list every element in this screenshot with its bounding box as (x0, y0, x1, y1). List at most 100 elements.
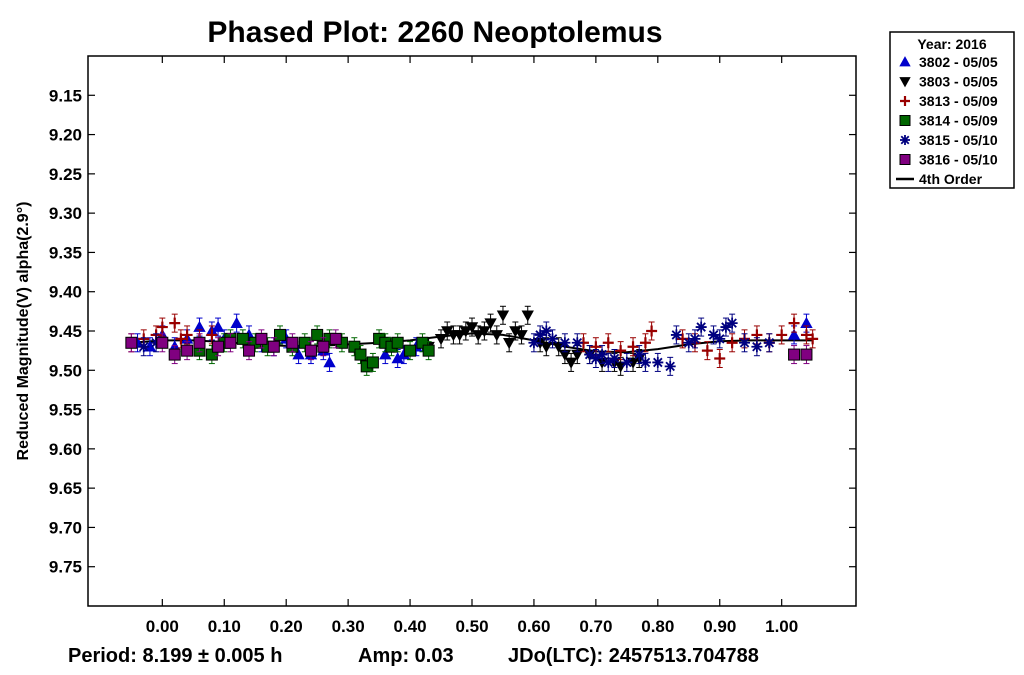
data-point (689, 333, 701, 345)
legend-swatch (899, 77, 911, 88)
data-point (138, 341, 150, 353)
x-tick-label: 0.90 (703, 617, 736, 636)
data-point (708, 329, 720, 341)
data-point (615, 345, 627, 357)
y-tick-label: 9.15 (49, 86, 82, 105)
y-tick-label: 9.75 (49, 558, 82, 577)
amplitude-text: Amp: 0.03 (358, 645, 454, 667)
data-point (465, 322, 479, 334)
data-point (181, 329, 193, 341)
data-point (695, 321, 707, 333)
legend-title: Year: 2016 (917, 36, 986, 52)
x-tick-label: 0.40 (394, 617, 427, 636)
legend-entry: 3815 - 05/10 (919, 132, 998, 148)
data-point (181, 344, 194, 357)
data-point (212, 340, 225, 353)
data-point (652, 356, 664, 368)
data-point (547, 333, 559, 345)
data-point (677, 333, 689, 345)
y-tick-label: 9.45 (49, 322, 82, 341)
data-point (472, 330, 485, 342)
data-point (354, 348, 367, 361)
data-point (323, 356, 336, 368)
data-point (490, 330, 503, 342)
data-point (614, 361, 627, 373)
x-tick-label: 0.60 (517, 617, 550, 636)
data-point (404, 344, 417, 357)
data-point (701, 345, 713, 357)
data-point (540, 325, 552, 337)
data-point (379, 348, 392, 360)
data-point (416, 336, 429, 349)
legend-items: 3802 - 05/05 3803 - 05/05 3813 - 05/09 3814… (896, 54, 998, 187)
data-points-layer (125, 305, 819, 376)
data-point (596, 349, 608, 361)
legend-entry: 4th Order (919, 171, 983, 187)
data-point (602, 356, 614, 368)
x-axis: 0.00 0.10 0.20 0.30 0.40 0.50 0.60 0.70 0.80 0.90… (146, 56, 798, 636)
data-point (224, 336, 237, 349)
data-point (564, 357, 578, 369)
data-point (478, 326, 491, 338)
data-point (453, 330, 466, 342)
data-point (366, 356, 379, 369)
y-tick-label: 9.55 (49, 401, 82, 420)
data-point (720, 321, 732, 333)
data-point (422, 344, 435, 357)
x-tick-label: 0.70 (579, 617, 612, 636)
legend-swatch (900, 135, 910, 145)
data-point (255, 332, 268, 345)
legend-swatch (900, 96, 910, 106)
data-point (292, 348, 305, 360)
legend-swatch (899, 115, 911, 126)
y-axis-label: Reduced Magnitude(V) alpha(2.9°) (15, 202, 32, 461)
data-point (156, 336, 169, 349)
data-point (646, 325, 658, 337)
data-point (243, 344, 256, 357)
data-point (274, 328, 286, 341)
data-point (571, 337, 583, 349)
y-tick-label: 9.60 (49, 440, 82, 459)
data-point (304, 344, 317, 357)
data-point (608, 353, 620, 364)
data-point (621, 356, 633, 368)
y-tick-label: 9.25 (49, 165, 82, 184)
data-point (714, 353, 726, 364)
legend-swatch (899, 56, 911, 67)
legend-swatch (899, 154, 911, 165)
data-point (169, 317, 181, 329)
y-tick-label: 9.40 (49, 283, 82, 302)
y-tick-label: 9.50 (49, 361, 82, 380)
data-point (236, 332, 249, 345)
data-point (800, 348, 813, 361)
legend-entry: 3814 - 05/09 (919, 113, 998, 129)
data-point (584, 349, 596, 361)
data-point (540, 341, 553, 354)
x-tick-label: 0.00 (146, 617, 179, 636)
y-tick-label: 9.70 (49, 518, 82, 537)
data-point (639, 337, 651, 349)
y-tick-label: 9.35 (49, 243, 82, 262)
data-point (286, 336, 299, 349)
data-point (776, 329, 788, 341)
data-point (787, 328, 801, 340)
data-point (534, 329, 546, 341)
data-point (298, 336, 311, 349)
data-point (206, 329, 218, 341)
data-point (714, 333, 726, 345)
data-point (496, 310, 510, 322)
data-point (193, 336, 206, 349)
legend-box (889, 31, 1015, 189)
data-point (317, 340, 330, 353)
data-point (175, 333, 187, 345)
data-point (633, 349, 645, 361)
data-point (150, 337, 162, 349)
data-point (683, 337, 695, 349)
x-tick-label: 0.80 (641, 617, 674, 636)
chart-title: Phased Plot: 2260 Neoptolemus (207, 16, 662, 49)
x-tick-label: 0.30 (332, 617, 365, 636)
y-tick-label: 9.30 (49, 204, 82, 223)
data-point (726, 337, 738, 349)
data-point (751, 341, 763, 353)
data-point (788, 317, 800, 329)
